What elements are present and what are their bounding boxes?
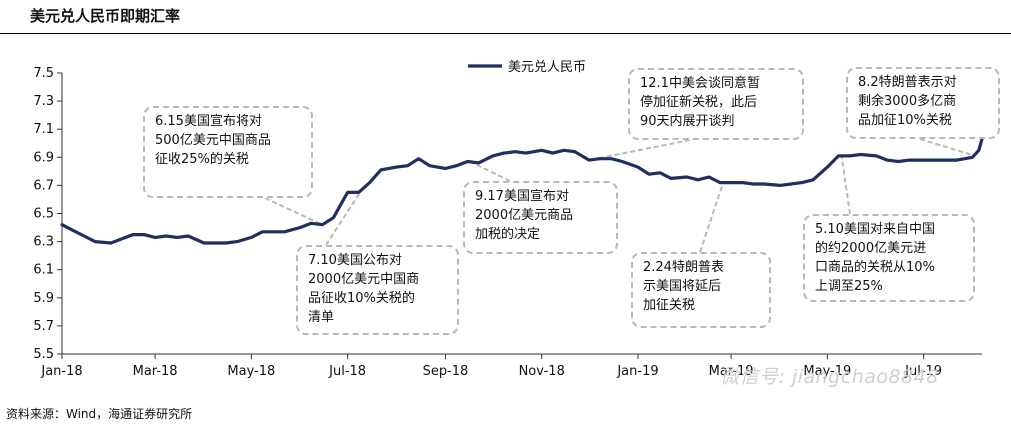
annotation-pointer	[325, 189, 363, 246]
annotation-box: 6.15美国宣布将对 500亿美元中国商品 征收25%的关税	[143, 106, 313, 198]
x-tick-label: May-18	[227, 364, 275, 379]
y-tick-label: 6.1	[33, 263, 54, 278]
annotation-line: 6.15美国宣布将对	[155, 114, 262, 129]
legend-label: 美元兑人民币	[508, 60, 586, 75]
annotation-line: 5.10美国对来自中国	[815, 222, 935, 237]
series-line-usdcny	[60, 137, 984, 245]
y-tick-label: 5.5	[33, 347, 54, 362]
y-tick-label: 7.3	[33, 94, 54, 109]
x-tick-label: Jul-19	[904, 364, 942, 379]
annotation-pointer	[919, 138, 975, 157]
y-tick-label: 5.7	[33, 319, 54, 334]
annotation-line: 示美国将延后	[643, 279, 722, 294]
source-note: 资料来源：Wind，海通证券研究所	[6, 407, 193, 421]
chart-svg: 7.5 7.3 7.1 6.9 6.7 6.5 6.3 6.1 5.9 5.7 5.5 Jan-18 M…	[33, 60, 984, 379]
annotation-line: 9.17美国宣布对	[475, 189, 569, 204]
annotation-box: 9.17美国宣布对 2000亿美元商品 加税的决定	[463, 181, 618, 254]
annotation-box: 12.1中美会谈同意暂 停加征新关税，此后 90天内展开谈判	[628, 68, 804, 140]
annotation-line: 品加征10%关税	[858, 113, 952, 128]
x-tick-label: May-19	[803, 364, 851, 379]
y-tick-label: 7.1	[33, 122, 54, 137]
annotation-line: 加税的决定	[475, 227, 541, 242]
annotation-line: 8.2特朗普表示对	[858, 75, 957, 90]
chart-title: 美元兑人民币即期汇率	[30, 7, 181, 25]
annotation-line: 2000亿美元中国商	[308, 272, 420, 287]
x-tick-label: Sep-18	[423, 364, 469, 379]
annotation-line: 的约2000亿美元进	[815, 241, 927, 256]
y-tick-label: 5.9	[33, 291, 54, 306]
y-tick-label: 6.7	[33, 178, 54, 193]
annotation-line: 口商品的关税从10%	[815, 260, 935, 275]
x-tick-label: Mar-18	[133, 364, 178, 379]
annotation-line: 清单	[308, 310, 335, 325]
annotation-line: 上调至25%	[815, 279, 883, 294]
annotation-line: 2000亿美元商品	[475, 208, 574, 223]
x-tick-label: Jul-18	[328, 364, 366, 379]
annotation-box: 7.10美国公布对 2000亿美元中国商 品征收10%关税的 清单	[296, 245, 459, 335]
annotation-box: 2.24特朗普表 示美国将延后 加征关税	[631, 252, 771, 328]
annotation-line: 90天内展开谈判	[640, 114, 735, 129]
y-tick-label: 6.9	[33, 150, 54, 165]
annotation-pointer	[840, 155, 851, 215]
annotation-line: 品征收10%关税的	[308, 291, 415, 306]
annotation-line: 12.1中美会谈同意暂	[640, 76, 760, 91]
annotation-line: 2.24特朗普表	[643, 260, 724, 275]
x-tick-label: Nov-18	[519, 364, 565, 379]
y-tick-label: 6.5	[33, 207, 54, 222]
x-tick-label: Mar-19	[709, 364, 754, 379]
annotation-line: 征收25%的关税	[155, 152, 249, 167]
annotation-pointer	[699, 182, 725, 253]
annotation-line: 加征关税	[643, 298, 696, 313]
x-tick-label: Jan-19	[616, 364, 658, 379]
annotation-pointer	[588, 139, 691, 162]
annotation-line: 剩余3000多亿商	[858, 94, 957, 109]
x-tick-label: Jan-18	[40, 364, 82, 379]
annotation-box: 8.2特朗普表示对 剩余3000多亿商 品加征10%关税	[846, 67, 1000, 139]
y-tick-label: 7.5	[33, 66, 54, 81]
axes: 7.5 7.3 7.1 6.9 6.7 6.5 6.3 6.1 5.9 5.7 5.5 Jan-18 M…	[33, 66, 982, 379]
annotation-line: 500亿美元中国商品	[155, 133, 271, 148]
annotation-pointers	[264, 138, 975, 253]
watermark: 微信号: jiangchao8848	[720, 366, 939, 388]
legend: 美元兑人民币	[468, 60, 586, 75]
title-rule	[0, 33, 1011, 34]
y-tick-label: 6.3	[33, 235, 54, 250]
annotation-line: 7.10美国公布对	[308, 253, 402, 268]
annotation-box: 5.10美国对来自中国 的约2000亿美元进 口商品的关税从10% 上调至25%	[803, 214, 975, 302]
annotation-pointer	[264, 197, 323, 226]
annotation-pointer	[470, 161, 511, 182]
annotation-line: 停加征新关税，此后	[640, 95, 758, 110]
